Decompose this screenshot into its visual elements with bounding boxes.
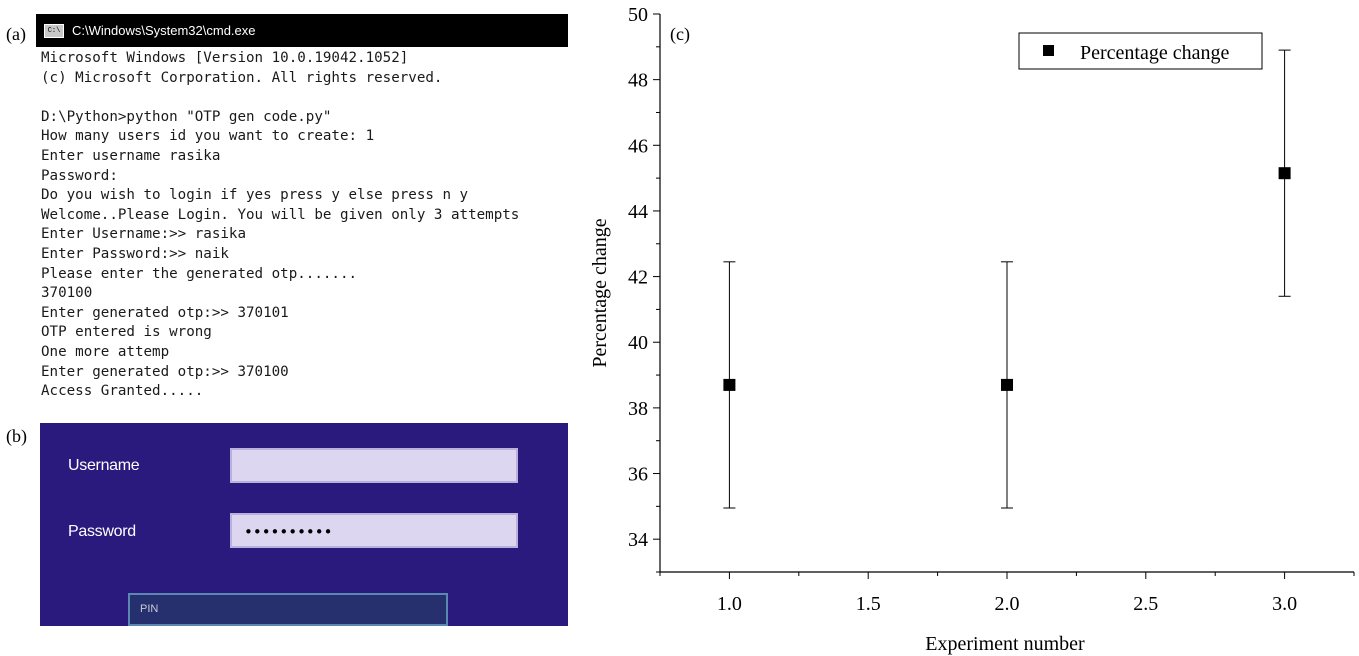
x-tick-label: 1.5 (856, 593, 881, 615)
y-tick-label: 48 (628, 70, 648, 92)
y-tick-label: 50 (628, 4, 648, 26)
console-line: Enter Password:>> naik (41, 245, 229, 262)
y-tick-label: 44 (628, 201, 648, 223)
password-label: Password (68, 523, 136, 540)
console-line: D:\Python>python "OTP gen code.py" (41, 108, 332, 125)
console-line: 370100 (41, 285, 93, 302)
legend-label: Percentage change (1080, 42, 1229, 64)
percentage-change-chart: 34 36 38 40 42 44 46 48 50 1.0 1.5 2.0 2.5 3.0 (c) Ex… (589, 4, 1355, 655)
pin-input[interactable]: PIN (128, 593, 448, 626)
console-line: Enter generated otp:>> 370100 (41, 363, 289, 380)
console-line: Enter generated otp:>> 370101 (41, 304, 289, 321)
cmd-window[interactable]: C:\ C:\Windows\System32\cmd.exe Microsof… (36, 14, 568, 399)
cmd-titlebar[interactable]: C:\ C:\Windows\System32\cmd.exe (36, 14, 568, 47)
legend-box (1018, 32, 1263, 70)
console-line: How many users id you want to create: 1 (41, 128, 375, 145)
panel-label-b: (b) (6, 426, 27, 446)
console-line: OTP entered is wrong (41, 324, 212, 341)
console-line: One more attemp (41, 343, 170, 360)
y-tick-label: 36 (628, 464, 648, 486)
console-line (41, 88, 568, 108)
cmd-window-title: C:\Windows\System32\cmd.exe (72, 23, 256, 38)
cmd-console-output[interactable]: Microsoft Windows [Version 10.0.19042.10… (36, 47, 568, 402)
x-axis-label: Experiment number (925, 633, 1085, 655)
x-tick-label: 2.0 (995, 593, 1020, 615)
y-tick-label: 38 (628, 398, 648, 420)
password-input[interactable]: •••••••••• (230, 513, 518, 548)
password-masked-value: •••••••••• (244, 523, 333, 541)
x-tick-label: 1.0 (717, 593, 742, 615)
legend-marker (1043, 45, 1054, 56)
y-tick-label: 34 (628, 529, 648, 551)
chart-ticks: 34 36 38 40 42 44 46 48 50 1.0 1.5 2.0 2.5 3.0 (628, 4, 1355, 615)
y-tick-label: 46 (628, 135, 648, 157)
legend: Percentage change (1018, 32, 1263, 70)
cmd-app-icon: C:\ (44, 23, 64, 38)
console-line: (c) Microsoft Corporation. All rights re… (41, 69, 443, 86)
data-point (1278, 167, 1291, 180)
console-line: Access Granted..... (41, 383, 204, 400)
console-line: Password: (41, 167, 118, 184)
console-line: Microsoft Windows [Version 10.0.19042.10… (41, 50, 409, 66)
x-tick-label: 2.5 (1133, 593, 1158, 615)
console-line: Welcome..Please Login. You will be given… (41, 206, 520, 223)
username-label: Username (68, 457, 140, 474)
console-line: Enter Username:>> rasika (41, 226, 246, 243)
panel-label-a: (a) (6, 24, 26, 44)
x-tick-label: 3.0 (1272, 593, 1297, 615)
username-input[interactable] (230, 448, 518, 483)
y-tick-label: 40 (628, 332, 648, 354)
chart-marks (723, 49, 1291, 509)
console-line: Please enter the generated otp....... (41, 265, 358, 282)
console-line: Do you wish to login if yes press y else… (41, 187, 469, 204)
panel-label-c: (c) (670, 24, 690, 45)
data-point (723, 378, 736, 391)
y-axis-label: Percentage change (589, 218, 611, 367)
login-panel: Username Password •••••••••• PIN (40, 423, 568, 626)
data-point (1001, 378, 1013, 391)
y-tick-label: 42 (628, 267, 648, 289)
console-line: Enter username rasika (41, 147, 221, 164)
